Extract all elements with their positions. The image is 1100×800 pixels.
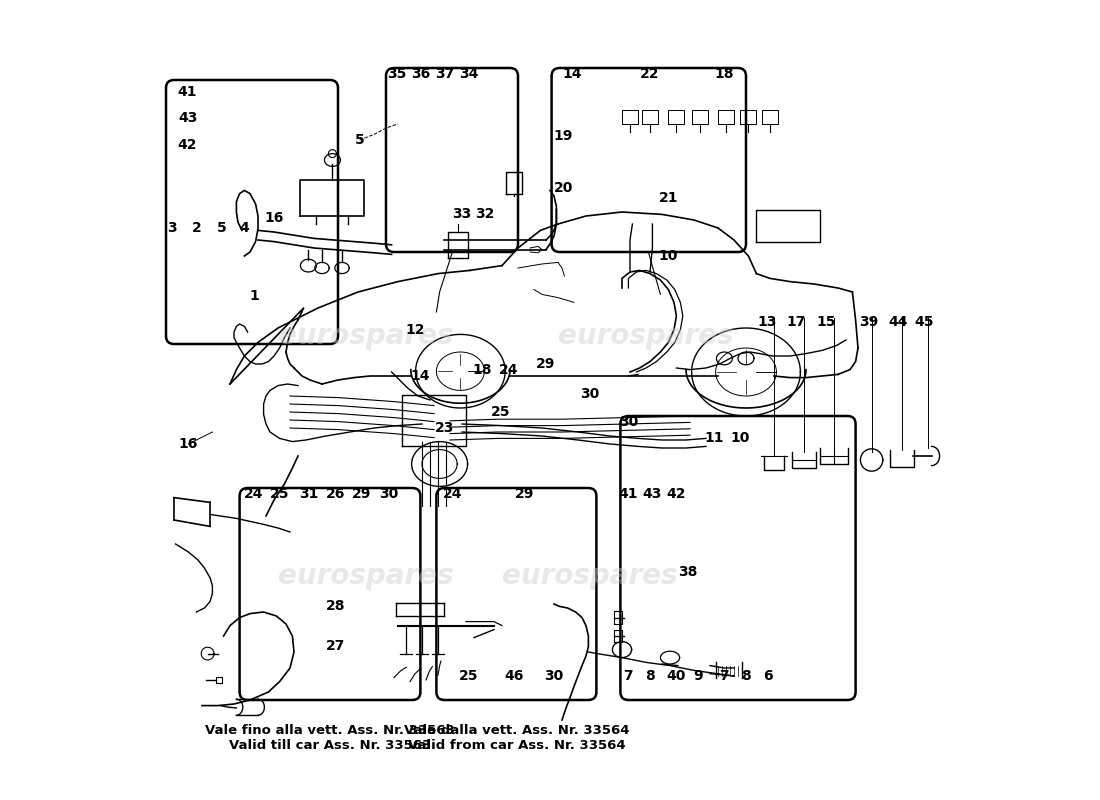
Text: 40: 40 bbox=[667, 669, 686, 683]
Text: 16: 16 bbox=[178, 437, 198, 451]
Text: 24: 24 bbox=[498, 362, 518, 377]
Text: 20: 20 bbox=[554, 181, 573, 195]
Text: eurospares: eurospares bbox=[558, 322, 734, 350]
Text: 24: 24 bbox=[442, 487, 462, 502]
Text: 15: 15 bbox=[816, 314, 836, 329]
Text: 8: 8 bbox=[741, 669, 751, 683]
Text: 5: 5 bbox=[217, 221, 227, 235]
Text: 43: 43 bbox=[178, 111, 197, 126]
Text: 25: 25 bbox=[491, 405, 510, 419]
Text: 46: 46 bbox=[504, 669, 524, 683]
Text: 43: 43 bbox=[642, 487, 662, 502]
Text: eurospares: eurospares bbox=[503, 562, 678, 590]
Text: 8: 8 bbox=[645, 669, 654, 683]
Text: 37: 37 bbox=[434, 66, 454, 81]
Text: 14: 14 bbox=[563, 66, 582, 81]
Text: 29: 29 bbox=[515, 487, 535, 502]
Text: 5: 5 bbox=[354, 133, 364, 147]
Text: 3: 3 bbox=[167, 221, 176, 235]
Text: 36: 36 bbox=[410, 66, 430, 81]
Text: 18: 18 bbox=[715, 66, 734, 81]
Text: 32: 32 bbox=[475, 207, 494, 222]
Text: 18: 18 bbox=[472, 362, 492, 377]
Text: 26: 26 bbox=[326, 487, 345, 502]
Text: 23: 23 bbox=[434, 421, 454, 435]
Text: eurospares: eurospares bbox=[278, 322, 453, 350]
Text: 28: 28 bbox=[326, 599, 345, 614]
Text: 35: 35 bbox=[387, 66, 406, 81]
Text: 38: 38 bbox=[678, 565, 697, 579]
Text: 29: 29 bbox=[537, 357, 556, 371]
Text: 45: 45 bbox=[915, 314, 934, 329]
Text: 11: 11 bbox=[704, 431, 724, 446]
Text: 25: 25 bbox=[459, 669, 478, 683]
Text: 34: 34 bbox=[459, 66, 478, 81]
Text: 19: 19 bbox=[554, 129, 573, 143]
Text: 31: 31 bbox=[299, 487, 318, 502]
Text: 27: 27 bbox=[326, 639, 345, 654]
Text: 30: 30 bbox=[619, 415, 638, 430]
Text: 42: 42 bbox=[667, 487, 686, 502]
Text: 17: 17 bbox=[786, 314, 806, 329]
Text: 24: 24 bbox=[244, 487, 264, 502]
Text: 41: 41 bbox=[618, 487, 638, 502]
Text: 16: 16 bbox=[264, 210, 284, 225]
Text: 39: 39 bbox=[859, 314, 878, 329]
Text: 4: 4 bbox=[240, 221, 250, 235]
Text: 22: 22 bbox=[640, 66, 660, 81]
Text: 7: 7 bbox=[719, 669, 729, 683]
Text: 1: 1 bbox=[249, 289, 258, 303]
Text: Vale dalla vett. Ass. Nr. 33564
Valid from car Ass. Nr. 33564: Vale dalla vett. Ass. Nr. 33564 Valid fr… bbox=[404, 724, 629, 752]
Text: 21: 21 bbox=[659, 191, 678, 206]
Text: 13: 13 bbox=[758, 314, 778, 329]
Text: 12: 12 bbox=[406, 322, 426, 337]
Text: 10: 10 bbox=[730, 431, 750, 446]
Text: 29: 29 bbox=[352, 487, 372, 502]
Text: 42: 42 bbox=[178, 138, 197, 152]
Text: 30: 30 bbox=[544, 669, 563, 683]
Text: 14: 14 bbox=[410, 369, 430, 383]
Text: 30: 30 bbox=[581, 386, 600, 401]
Text: eurospares: eurospares bbox=[278, 562, 453, 590]
Text: 9: 9 bbox=[693, 669, 703, 683]
Text: Vale fino alla vett. Ass. Nr. 33563
Valid till car Ass. Nr. 33563: Vale fino alla vett. Ass. Nr. 33563 Vali… bbox=[205, 724, 455, 752]
Text: 30: 30 bbox=[378, 487, 398, 502]
Text: 2: 2 bbox=[191, 221, 201, 235]
Text: 41: 41 bbox=[178, 85, 197, 99]
Text: 6: 6 bbox=[762, 669, 772, 683]
Text: 10: 10 bbox=[659, 249, 678, 263]
Text: 25: 25 bbox=[270, 487, 289, 502]
Text: 44: 44 bbox=[889, 314, 908, 329]
Text: 33: 33 bbox=[452, 207, 472, 222]
Text: 7: 7 bbox=[624, 669, 634, 683]
